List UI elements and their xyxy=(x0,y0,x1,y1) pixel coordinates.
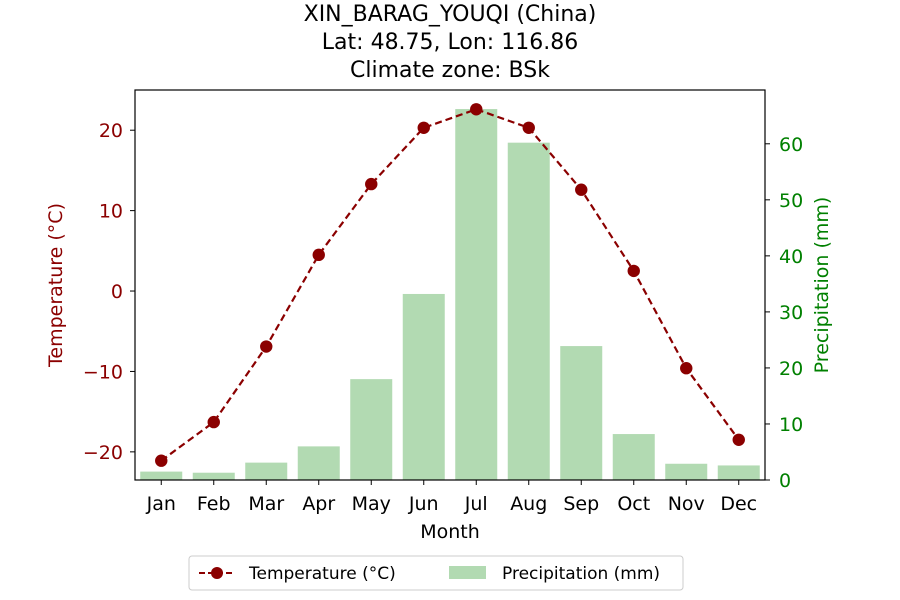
temperature-point-apr xyxy=(312,248,325,262)
x-axis: Jan Feb Mar Apr May Jun Jul Aug Sep Oct Nov Dec xyxy=(146,480,757,515)
x-tick-label: Feb xyxy=(197,493,231,515)
temperature-point-jun xyxy=(417,121,430,134)
legend: Temperature (°C) Precipitation (mm) xyxy=(188,555,684,591)
chart-title-line-2: Lat: 48.75, Lon: 116.86 xyxy=(322,30,578,55)
y-left-tick-label: 20 xyxy=(99,120,123,142)
y-axis-left: 20 10 0 −10 −20 xyxy=(83,120,135,464)
y-right-tick-label: 10 xyxy=(779,414,803,436)
precipitation-bar-mar xyxy=(245,462,288,480)
precipitation-bar-jul xyxy=(455,109,498,480)
y-left-tick-label: −10 xyxy=(83,361,123,383)
plot-frame xyxy=(134,89,766,481)
x-axis-label: Month xyxy=(420,521,480,543)
temperature-point-dec xyxy=(732,433,745,446)
x-tick-label: May xyxy=(352,493,391,515)
precipitation-bar-oct xyxy=(612,434,655,480)
temperature-point-feb xyxy=(207,415,220,429)
temperature-point-sep xyxy=(575,183,588,196)
x-tick-label: Dec xyxy=(720,493,757,515)
chart-title-line-1: XIN_BARAG_YOUQI (China) xyxy=(304,2,597,27)
precipitation-bar-jan xyxy=(140,471,183,480)
legend-precipitation-label: Precipitation (mm) xyxy=(502,564,660,584)
y-right-tick-label: 50 xyxy=(779,190,803,212)
precipitation-bar-dec xyxy=(717,465,760,480)
x-tick-label: Jun xyxy=(408,493,439,515)
temperature-point-jan xyxy=(155,454,168,467)
x-tick-label: Sep xyxy=(563,493,599,515)
precipitation-bars xyxy=(140,109,760,480)
temperature-point-aug xyxy=(522,121,535,134)
y-left-tick-label: 0 xyxy=(111,281,123,303)
y-right-tick-label: 60 xyxy=(779,134,803,156)
precipitation-bar-nov xyxy=(665,463,708,480)
y-axis-right: 0 10 20 30 40 50 60 xyxy=(765,134,803,492)
temperature-point-may xyxy=(365,177,378,191)
temperature-point-nov xyxy=(680,362,693,375)
precipitation-bar-sep xyxy=(560,346,603,480)
legend-frame xyxy=(188,555,684,591)
precipitation-bar-may xyxy=(350,379,393,480)
x-tick-label: Mar xyxy=(248,493,284,515)
y-right-tick-label: 20 xyxy=(779,358,803,380)
y-right-tick-label: 0 xyxy=(779,470,791,492)
precipitation-bar-jun xyxy=(402,293,445,480)
temperature-point-jul xyxy=(470,103,483,116)
temperature-point-oct xyxy=(627,264,640,278)
chart-title-line-3: Climate zone: BSk xyxy=(350,58,550,83)
temperature-line xyxy=(160,108,740,462)
y-right-tick-label: 30 xyxy=(779,302,803,324)
temperature-point-mar xyxy=(260,340,273,353)
y-left-tick-label: 10 xyxy=(99,201,123,223)
legend-temperature-label: Temperature (°C) xyxy=(248,564,396,584)
precipitation-bar-aug xyxy=(507,142,550,480)
x-tick-label: Jul xyxy=(464,493,488,515)
x-tick-label: Apr xyxy=(302,493,335,515)
temperature-series xyxy=(155,103,745,467)
precipitation-bar-feb xyxy=(192,472,235,480)
x-tick-label: Nov xyxy=(668,493,705,515)
y-axis-right-label: Precipitation (mm) xyxy=(811,197,833,374)
y-axis-left-label: Temperature (°C) xyxy=(45,203,67,368)
y-right-tick-label: 40 xyxy=(779,246,803,268)
x-tick-label: Jan xyxy=(146,493,176,515)
x-tick-label: Aug xyxy=(510,493,547,515)
legend-precipitation-swatch xyxy=(449,566,486,579)
y-left-tick-label: −20 xyxy=(83,442,123,464)
legend-temperature-marker xyxy=(211,567,223,579)
precipitation-bar-apr xyxy=(297,446,340,480)
x-tick-label: Oct xyxy=(617,493,650,515)
